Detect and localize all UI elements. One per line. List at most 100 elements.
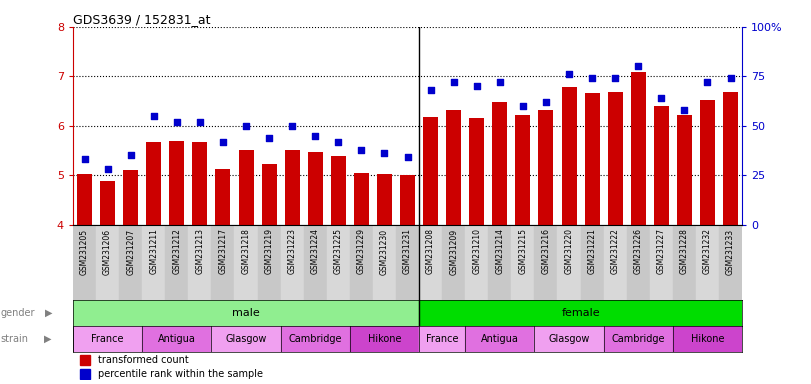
Bar bbox=[73, 225, 96, 300]
Text: Cambridge: Cambridge bbox=[289, 334, 342, 344]
Bar bbox=[723, 92, 738, 225]
Point bbox=[263, 135, 276, 141]
Bar bbox=[539, 110, 553, 225]
Bar bbox=[654, 106, 669, 225]
Bar bbox=[581, 225, 603, 300]
Bar bbox=[212, 326, 281, 352]
Bar bbox=[212, 225, 234, 300]
Bar bbox=[142, 326, 212, 352]
Bar bbox=[696, 225, 719, 300]
Bar bbox=[419, 225, 442, 300]
Text: strain: strain bbox=[1, 334, 29, 344]
Bar bbox=[234, 225, 258, 300]
Point bbox=[701, 79, 714, 85]
Text: Antigua: Antigua bbox=[481, 334, 519, 344]
Text: Hikone: Hikone bbox=[367, 334, 401, 344]
Bar bbox=[470, 118, 484, 225]
Text: GSM231210: GSM231210 bbox=[472, 228, 481, 275]
Bar bbox=[79, 369, 90, 379]
Text: GSM231220: GSM231220 bbox=[564, 228, 573, 275]
Text: ▶: ▶ bbox=[44, 334, 51, 344]
Bar bbox=[446, 110, 461, 225]
Bar bbox=[119, 225, 142, 300]
Text: GSM231205: GSM231205 bbox=[80, 228, 89, 275]
Point bbox=[539, 99, 552, 105]
Bar bbox=[79, 355, 90, 366]
Point bbox=[493, 79, 506, 85]
Text: GDS3639 / 152831_at: GDS3639 / 152831_at bbox=[73, 13, 211, 26]
Bar bbox=[281, 326, 350, 352]
Bar bbox=[307, 152, 323, 225]
Bar bbox=[285, 149, 300, 225]
Text: GSM231212: GSM231212 bbox=[172, 228, 182, 274]
Bar bbox=[258, 225, 281, 300]
Bar bbox=[512, 225, 534, 300]
Text: GSM231214: GSM231214 bbox=[496, 228, 504, 275]
Text: GSM231207: GSM231207 bbox=[127, 228, 135, 275]
Text: GSM231227: GSM231227 bbox=[657, 228, 666, 275]
Point bbox=[563, 71, 576, 78]
Text: France: France bbox=[426, 334, 458, 344]
Text: GSM231228: GSM231228 bbox=[680, 228, 689, 274]
Bar bbox=[73, 300, 419, 326]
Text: GSM231213: GSM231213 bbox=[195, 228, 204, 275]
Text: transformed count: transformed count bbox=[98, 355, 189, 366]
Point bbox=[378, 151, 391, 157]
Text: GSM231233: GSM231233 bbox=[726, 228, 735, 275]
Point bbox=[148, 113, 161, 119]
Bar bbox=[419, 326, 466, 352]
Bar bbox=[419, 300, 742, 326]
Bar bbox=[377, 174, 392, 225]
Text: GSM231209: GSM231209 bbox=[449, 228, 458, 275]
Text: GSM231232: GSM231232 bbox=[703, 228, 712, 275]
Text: GSM231217: GSM231217 bbox=[218, 228, 227, 275]
Text: percentile rank within the sample: percentile rank within the sample bbox=[98, 369, 264, 379]
Text: GSM231229: GSM231229 bbox=[357, 228, 366, 275]
Point bbox=[78, 156, 91, 162]
Bar bbox=[585, 93, 599, 225]
Bar bbox=[677, 115, 692, 225]
Point bbox=[285, 123, 298, 129]
Bar bbox=[123, 170, 138, 225]
Bar bbox=[373, 225, 396, 300]
Point bbox=[101, 166, 114, 172]
Bar bbox=[673, 225, 696, 300]
Bar bbox=[238, 149, 254, 225]
Point bbox=[470, 83, 483, 89]
Bar bbox=[650, 225, 673, 300]
Text: Antigua: Antigua bbox=[158, 334, 195, 344]
Bar bbox=[303, 225, 327, 300]
Text: Glasgow: Glasgow bbox=[548, 334, 590, 344]
Bar bbox=[73, 326, 142, 352]
Point bbox=[309, 132, 322, 139]
Text: GSM231216: GSM231216 bbox=[542, 228, 551, 275]
Bar bbox=[400, 175, 415, 225]
Text: GSM231222: GSM231222 bbox=[611, 228, 620, 274]
Text: GSM231230: GSM231230 bbox=[380, 228, 389, 275]
Point bbox=[654, 95, 667, 101]
Bar bbox=[77, 174, 92, 225]
Text: Cambridge: Cambridge bbox=[611, 334, 665, 344]
Bar bbox=[96, 225, 119, 300]
Text: gender: gender bbox=[1, 308, 36, 318]
Bar bbox=[327, 225, 350, 300]
Point bbox=[609, 75, 622, 81]
Text: GSM231218: GSM231218 bbox=[242, 228, 251, 274]
Point bbox=[332, 139, 345, 145]
Bar bbox=[169, 141, 184, 225]
Bar bbox=[627, 225, 650, 300]
Bar bbox=[100, 181, 115, 225]
Bar bbox=[165, 225, 188, 300]
Text: male: male bbox=[232, 308, 260, 318]
Bar bbox=[262, 164, 277, 225]
Text: GSM231221: GSM231221 bbox=[588, 228, 597, 274]
Bar bbox=[534, 225, 557, 300]
Point bbox=[217, 139, 230, 145]
Bar bbox=[673, 326, 742, 352]
Point bbox=[239, 123, 252, 129]
Text: GSM231206: GSM231206 bbox=[103, 228, 112, 275]
Bar bbox=[442, 225, 466, 300]
Text: female: female bbox=[561, 308, 600, 318]
Bar bbox=[216, 169, 230, 225]
Text: Glasgow: Glasgow bbox=[225, 334, 267, 344]
